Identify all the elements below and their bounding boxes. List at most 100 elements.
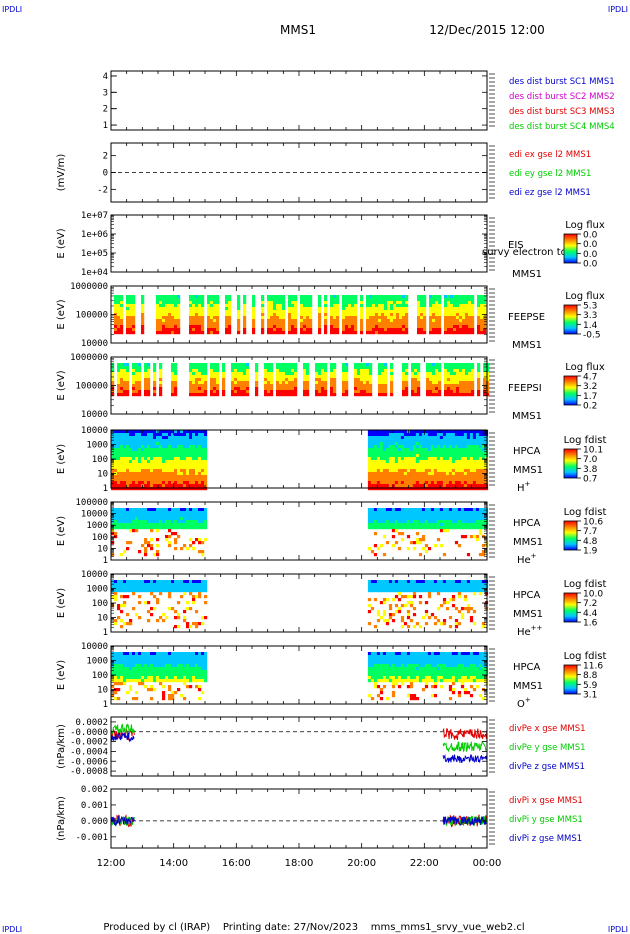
- heatmap-cell: [138, 463, 142, 467]
- heatmap-cell: [445, 430, 450, 434]
- heatmap-cell: [207, 325, 211, 329]
- heatmap-cell: [460, 460, 465, 464]
- heatmap-cell: [438, 331, 442, 335]
- heatmap-cell: [388, 457, 393, 461]
- heatmap-cell: [342, 301, 346, 305]
- heatmap-cell: [333, 363, 337, 367]
- colorbar-title: Log fdist: [564, 435, 607, 446]
- heatmap-cell: [480, 322, 484, 326]
- heatmap-cell: [453, 372, 457, 376]
- heatmap-cell: [426, 390, 430, 394]
- heatmap-cell: [465, 387, 469, 391]
- heatmap-cell: [153, 472, 157, 476]
- heatmap-cell: [138, 375, 142, 379]
- heatmap-cell: [213, 319, 217, 323]
- heatmap-cell: [306, 301, 310, 305]
- heatmap-cell: [454, 436, 459, 440]
- heatmap-cell: [388, 442, 393, 446]
- heatmap-cell: [376, 448, 381, 452]
- heatmap-cell: [291, 313, 295, 317]
- heatmap-cell: [351, 307, 355, 311]
- heatmap-cell: [225, 319, 229, 323]
- heatmap-cell: [399, 328, 403, 332]
- heatmap-cell: [357, 363, 361, 367]
- heatmap-cell: [174, 442, 178, 446]
- heatmap-cell: [279, 387, 283, 391]
- heatmap-cell: [409, 541, 414, 545]
- heatmap-cell: [135, 439, 139, 443]
- heatmap-cell: [433, 526, 438, 530]
- heatmap-cell: [246, 384, 250, 388]
- heatmap-cell: [397, 511, 402, 515]
- heatmap-cell: [171, 393, 175, 397]
- heatmap-cell: [213, 298, 217, 302]
- heatmap-cell: [403, 514, 408, 518]
- heatmap-cell: [382, 439, 387, 443]
- heatmap-cell: [168, 469, 172, 473]
- heatmap-cell: [382, 484, 387, 488]
- heatmap-cell: [480, 301, 484, 305]
- heatmap-cell: [360, 310, 364, 314]
- heatmap-cell: [367, 481, 372, 485]
- heatmap-cell: [459, 372, 463, 376]
- heatmap-cell: [435, 328, 439, 332]
- heatmap-cell: [478, 511, 483, 515]
- heatmap-cell: [402, 331, 406, 335]
- heatmap-cell: [421, 487, 426, 491]
- heatmap-cell: [397, 457, 402, 461]
- heatmap-cell: [367, 523, 372, 527]
- heatmap-cell: [477, 384, 481, 388]
- heatmap-cell: [237, 390, 241, 394]
- heatmap-cell: [174, 469, 178, 473]
- heatmap-cell: [402, 369, 406, 373]
- heatmap-cell: [186, 433, 190, 437]
- heatmap-cell: [294, 319, 298, 323]
- heatmap-cell: [177, 433, 181, 437]
- heatmap-cell: [141, 436, 145, 440]
- heatmap-cell: [168, 457, 172, 461]
- heatmap-cell: [391, 433, 396, 437]
- heatmap-cell: [300, 301, 304, 305]
- heatmap-cell: [475, 442, 480, 446]
- heatmap-cell: [451, 472, 456, 476]
- heatmap-cell: [435, 310, 439, 314]
- heatmap-cell: [123, 523, 127, 527]
- heatmap-cell: [300, 295, 304, 299]
- heatmap-cell: [471, 307, 475, 311]
- heatmap-cell: [123, 550, 127, 554]
- heatmap-cell: [402, 381, 406, 385]
- heatmap-cell: [291, 381, 295, 385]
- heatmap-cell: [405, 384, 409, 388]
- heatmap-cell: [192, 457, 196, 461]
- heatmap-cell: [177, 298, 181, 302]
- heatmap-cell: [204, 526, 208, 530]
- heatmap-cell: [412, 475, 417, 479]
- heatmap-cell: [156, 469, 160, 473]
- heatmap-cell: [367, 445, 372, 449]
- heatmap-cell: [168, 325, 172, 329]
- heatmap-cell: [376, 475, 381, 479]
- heatmap-cell: [466, 517, 471, 521]
- heatmap-cell: [435, 304, 439, 308]
- heatmap-cell: [432, 319, 436, 323]
- heatmap-cell: [324, 304, 328, 308]
- heatmap-cell: [141, 439, 145, 443]
- heatmap-cell: [201, 384, 205, 388]
- heatmap-cell: [216, 316, 220, 320]
- heatmap-cell: [210, 384, 214, 388]
- heatmap-cell: [138, 523, 142, 527]
- heatmap-cell: [424, 475, 429, 479]
- heatmap-cell: [153, 442, 157, 446]
- heatmap-cell: [412, 523, 417, 527]
- heatmap-cell: [391, 487, 396, 491]
- y-tick-label: 1000000: [70, 282, 108, 292]
- heatmap-cell: [195, 478, 199, 482]
- heatmap-cell: [435, 372, 439, 376]
- heatmap-cell: [438, 295, 442, 299]
- heatmap-cell: [436, 472, 441, 476]
- heatmap-cell: [481, 511, 486, 515]
- heatmap-cell: [433, 457, 438, 461]
- heatmap-cell: [433, 478, 438, 482]
- heatmap-cell: [418, 472, 423, 476]
- heatmap-cell: [463, 451, 468, 455]
